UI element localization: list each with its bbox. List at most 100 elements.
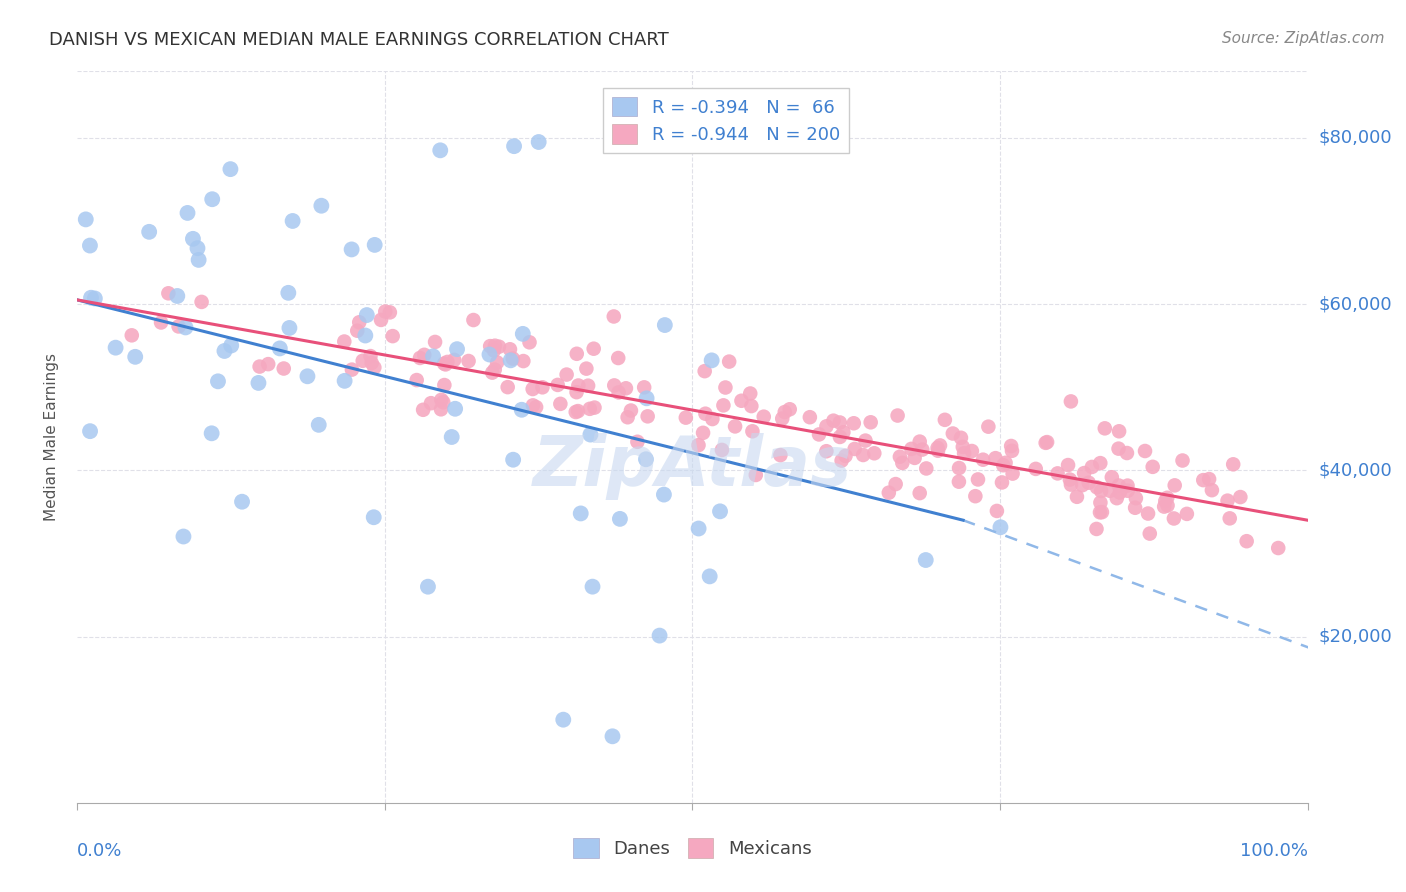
Point — [576, 378, 599, 392]
Point — [356, 308, 378, 322]
Point — [1060, 394, 1083, 409]
Text: ZipAtlas: ZipAtlas — [533, 433, 852, 500]
Point — [499, 343, 522, 357]
Point — [374, 304, 396, 318]
Point — [834, 449, 856, 463]
Point — [831, 453, 853, 467]
Point — [1073, 466, 1095, 480]
Point — [167, 319, 190, 334]
Point — [346, 324, 368, 338]
Point — [1116, 478, 1139, 492]
Point — [174, 320, 197, 334]
Point — [478, 347, 501, 361]
Point — [150, 316, 173, 330]
Point — [1000, 439, 1022, 453]
Point — [960, 444, 983, 458]
Point — [1236, 534, 1258, 549]
Point — [157, 286, 180, 301]
Y-axis label: Median Male Earnings: Median Male Earnings — [44, 353, 59, 521]
Point — [524, 400, 547, 414]
Point — [75, 212, 97, 227]
Point — [1059, 473, 1081, 487]
Point — [463, 313, 485, 327]
Point — [1116, 446, 1139, 460]
Point — [359, 349, 381, 363]
Point — [724, 419, 747, 434]
Point — [842, 417, 865, 431]
Point — [914, 553, 936, 567]
Point — [855, 434, 877, 448]
Point — [709, 504, 731, 518]
Point — [1077, 475, 1099, 490]
Point — [567, 378, 589, 392]
Point — [352, 353, 374, 368]
Point — [582, 342, 605, 356]
Point — [769, 448, 792, 462]
Point — [884, 477, 907, 491]
Point — [815, 419, 838, 434]
Point — [575, 361, 598, 376]
Point — [214, 343, 236, 358]
Point — [1108, 424, 1130, 438]
Point — [828, 416, 851, 430]
Text: $60,000: $60,000 — [1319, 295, 1392, 313]
Point — [1098, 483, 1121, 498]
Point — [564, 405, 586, 419]
Point — [1123, 500, 1146, 515]
Point — [423, 334, 446, 349]
Point — [503, 139, 526, 153]
Point — [482, 343, 505, 358]
Point — [281, 214, 304, 228]
Point — [124, 350, 146, 364]
Point — [519, 335, 541, 350]
Point — [484, 339, 506, 353]
Text: DANISH VS MEXICAN MEDIAN MALE EARNINGS CORRELATION CHART: DANISH VS MEXICAN MEDIAN MALE EARNINGS C… — [49, 31, 669, 49]
Point — [609, 512, 631, 526]
Point — [412, 402, 434, 417]
Point — [360, 356, 382, 370]
Point — [607, 385, 630, 400]
Point — [121, 328, 143, 343]
Point — [181, 232, 204, 246]
Point — [176, 206, 198, 220]
Point — [1091, 505, 1114, 519]
Point — [249, 359, 271, 374]
Point — [502, 452, 524, 467]
Point — [420, 396, 443, 410]
Point — [416, 580, 439, 594]
Point — [207, 374, 229, 388]
Point — [815, 444, 838, 458]
Point — [433, 378, 456, 392]
Text: 0.0%: 0.0% — [77, 842, 122, 860]
Point — [308, 417, 330, 432]
Point — [522, 398, 544, 412]
Point — [1171, 453, 1194, 467]
Point — [637, 409, 659, 424]
Point — [891, 456, 914, 470]
Point — [1066, 490, 1088, 504]
Point — [984, 451, 1007, 466]
Point — [1201, 483, 1223, 498]
Point — [190, 294, 212, 309]
Point — [1085, 480, 1108, 494]
Point — [1105, 491, 1128, 505]
Point — [340, 243, 363, 257]
Point — [429, 144, 451, 158]
Point — [1229, 490, 1251, 504]
Point — [859, 415, 882, 429]
Point — [201, 192, 224, 206]
Point — [1108, 442, 1130, 456]
Point — [479, 339, 502, 353]
Point — [333, 374, 356, 388]
Point — [269, 342, 291, 356]
Point — [911, 442, 934, 457]
Point — [823, 414, 845, 428]
Point — [231, 494, 253, 508]
Point — [581, 580, 603, 594]
Point — [1101, 470, 1123, 484]
Point — [579, 427, 602, 442]
Point — [977, 419, 1000, 434]
Point — [1081, 459, 1104, 474]
Point — [991, 458, 1014, 473]
Point — [908, 486, 931, 500]
